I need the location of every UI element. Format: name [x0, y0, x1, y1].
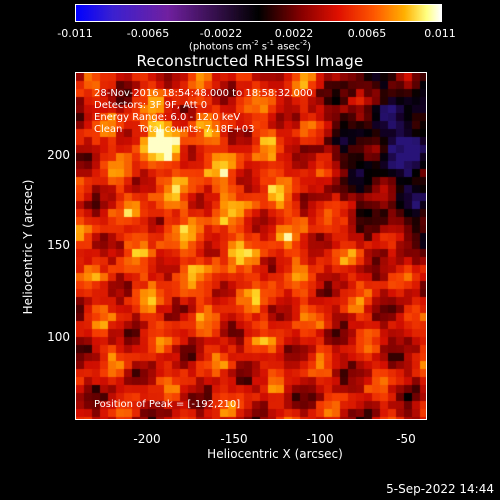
- y-tick-label: 150: [47, 238, 70, 252]
- colorbar-tick: -0.0022: [199, 27, 243, 40]
- x-axis-label: Heliocentric X (arcsec): [207, 447, 343, 461]
- annotation-time: 28-Nov-2016 18:54:48.000 to 18:58:32.000: [94, 88, 313, 99]
- y-tick-label: 200: [47, 148, 70, 162]
- x-tick-label: -50: [396, 432, 416, 446]
- annotation-energy: Energy Range: 6.0 - 12.0 keV: [94, 112, 241, 123]
- colorbar-tick: 0.0022: [274, 27, 314, 40]
- image-title: Reconstructed RHESSI Image: [136, 52, 364, 70]
- footer-date: 5-Sep-2022 14:44: [386, 482, 494, 496]
- y-tick-label: 100: [47, 330, 70, 344]
- annotation-detectors: Detectors: 3F 9F, Att 0: [94, 100, 208, 111]
- x-tick-label: -150: [220, 432, 248, 446]
- y-axis-label: Heliocentric Y (arcsec): [21, 179, 35, 315]
- rhessi-image: [75, 72, 427, 420]
- colorbar-tick: 0.011: [424, 27, 456, 40]
- annotation-peak: Position of Peak = [-192,210]: [94, 399, 241, 410]
- image-canvas: [76, 73, 426, 419]
- colorbar-unit: (photons cm-2 s-1 asec-2): [188, 39, 312, 53]
- x-tick-label: -100: [306, 432, 334, 446]
- annotation-clean: Clean Total counts: 7.18E+03: [94, 124, 255, 135]
- colorbar-tick: 0.0065: [347, 27, 387, 40]
- colorbar: [75, 4, 442, 22]
- x-tick-label: -200: [133, 432, 161, 446]
- colorbar-tick: -0.0065: [126, 27, 170, 40]
- colorbar-tick: -0.011: [57, 27, 93, 40]
